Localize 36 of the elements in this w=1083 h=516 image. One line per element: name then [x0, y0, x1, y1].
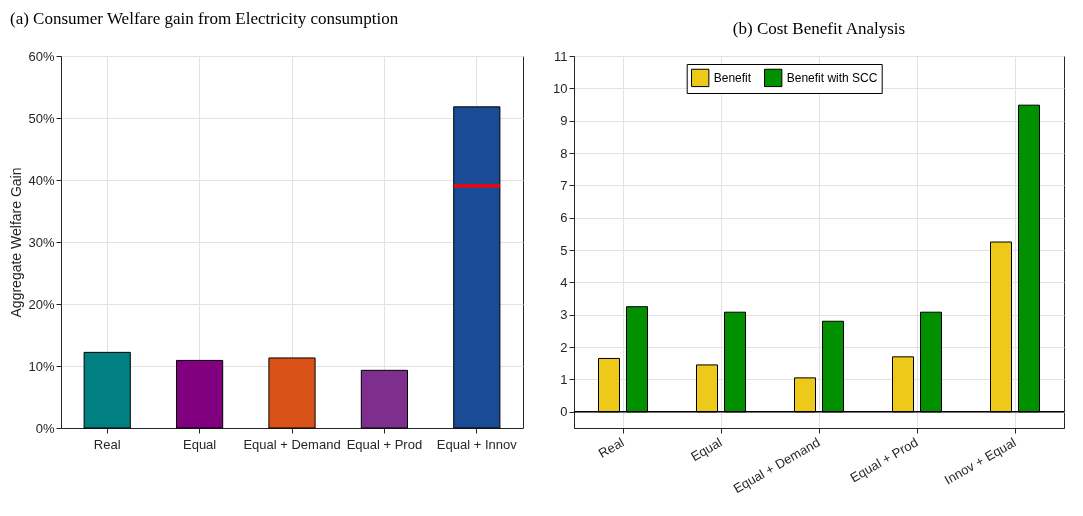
x-tick-label: Equal — [182, 436, 217, 452]
x-tick-label: Real — [93, 436, 121, 452]
bar — [176, 359, 224, 429]
legend-label: Benefit with SCC — [786, 70, 878, 85]
y-tick-label: 6 — [560, 210, 568, 226]
legend-label: Benefit — [713, 70, 752, 85]
bar — [453, 106, 501, 429]
y-tick-label: 7 — [560, 177, 568, 193]
x-tick-label: Real — [595, 434, 627, 461]
bar — [83, 351, 131, 429]
y-tick-label: 11 — [554, 48, 568, 64]
y-tick-label: 4 — [560, 274, 568, 290]
y-tick-label: 0 — [560, 404, 568, 420]
chart-title: (b) Cost Benefit Analysis — [732, 19, 906, 38]
y-tick-label: 10% — [28, 358, 55, 374]
y-tick-label: 40% — [28, 172, 55, 188]
bar — [268, 357, 316, 429]
chart-title: (a) Consumer Welfare gain from Electricity consumption — [9, 9, 399, 28]
y-tick-label: 9 — [560, 113, 568, 129]
x-tick-label: Equal + Innov — [436, 436, 518, 452]
y-tick-label: 10 — [553, 80, 568, 96]
y-axis-title: Aggregate Welfare Gain — [8, 167, 25, 318]
y-tick-label: 60% — [28, 48, 55, 64]
y-tick-label: 30% — [28, 234, 55, 250]
x-tick-label: Equal + Demand — [243, 436, 341, 452]
y-tick-label: 5 — [560, 242, 568, 258]
y-tick-label: 8 — [560, 145, 568, 161]
y-tick-label: 3 — [560, 307, 568, 323]
x-tick-label: Equal + Prod — [346, 436, 423, 452]
bar — [360, 369, 408, 429]
y-tick-label: 1 — [560, 371, 568, 387]
bar — [453, 184, 500, 188]
y-tick-label: 50% — [28, 110, 55, 126]
y-tick-label: 0% — [35, 420, 55, 436]
y-tick-label: 2 — [560, 339, 568, 355]
y-tick-label: 20% — [28, 296, 55, 312]
